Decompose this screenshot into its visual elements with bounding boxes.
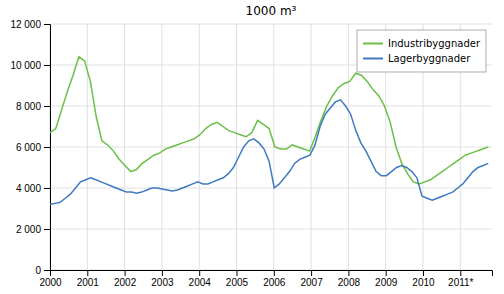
tick: 2007	[300, 270, 323, 288]
tick-label: 2001	[77, 277, 100, 288]
tick-label: 0	[35, 265, 41, 276]
tick: 2010	[412, 270, 435, 288]
tick-label: 2008	[338, 277, 361, 288]
tick-label: 2010	[412, 277, 435, 288]
plot: 2000 2001 2002 2003 2004 2005 2006 2007 2008 2009…	[10, 19, 492, 288]
tick-mark	[87, 270, 88, 276]
tick-label: 2000	[39, 277, 62, 288]
tick-mark	[460, 270, 461, 276]
tick: 2005	[226, 270, 249, 288]
tick-mark	[44, 65, 50, 66]
tick: 2004	[189, 270, 212, 288]
legend-swatch	[363, 43, 383, 45]
x-axis: 2000 2001 2002 2003 2004 2005 2006 2007 2008 2009…	[39, 270, 492, 288]
tick: 2003	[151, 270, 174, 288]
tick-label: 2004	[189, 277, 212, 288]
tick: 0	[35, 265, 50, 276]
tick: 2000	[39, 270, 62, 288]
tick-mark	[348, 270, 349, 276]
tick-label: 2005	[226, 277, 249, 288]
grid-line-y	[50, 229, 492, 230]
axis-line	[51, 271, 493, 277]
tick-label: 2011*	[448, 277, 474, 288]
tick: 8 000	[16, 101, 50, 112]
tick-label: 4 000	[16, 183, 41, 194]
tick-label: 12 000	[10, 19, 41, 30]
tick-mark	[162, 270, 163, 276]
tick-mark	[236, 270, 237, 276]
tick: 6 000	[16, 142, 50, 153]
legend-label: Industribyggnader	[388, 38, 481, 49]
tick: 12 000	[10, 19, 50, 30]
tick-label: 2007	[300, 277, 323, 288]
series-line	[50, 100, 488, 205]
tick-label: 2006	[263, 277, 286, 288]
tick-mark	[423, 270, 424, 276]
legend-swatch	[363, 58, 383, 60]
grid	[50, 24, 492, 270]
tick: 2008	[338, 270, 361, 288]
tick-mark	[274, 270, 275, 276]
grid-line-y	[50, 24, 492, 25]
legend: Industribyggnader Lagerbyggnader	[357, 30, 486, 72]
chart: 2000 2001 2002 2003 2004 2005 2006 2007 2008 2009…	[0, 0, 504, 294]
tick: 2009	[375, 270, 398, 288]
tick-label: 2 000	[16, 224, 41, 235]
legend-label: Lagerbyggnader	[388, 53, 471, 64]
tick: 2002	[114, 270, 137, 288]
tick-mark	[44, 270, 50, 271]
tick: 4 000	[16, 183, 50, 194]
grid-line-y	[50, 106, 492, 107]
tick-mark	[44, 147, 50, 148]
tick-mark	[199, 270, 200, 276]
tick: 2 000	[16, 224, 50, 235]
tick-label: 2002	[114, 277, 137, 288]
tick-mark	[44, 106, 50, 107]
tick-mark	[386, 270, 387, 276]
tick: 2001	[77, 270, 100, 288]
grid-line-y	[50, 147, 492, 148]
tick-label: 10 000	[10, 60, 41, 71]
tick-mark	[44, 24, 50, 25]
tick-mark	[125, 270, 126, 276]
tick-label: 2009	[375, 277, 398, 288]
axis-line	[44, 25, 51, 271]
tick-mark	[44, 229, 50, 230]
tick-mark	[311, 270, 312, 276]
y-axis: 0 2 000 4 000 6 000 8 000 10 000 12 000	[10, 19, 50, 276]
legend-frame	[357, 30, 486, 72]
tick-label: 2003	[151, 277, 174, 288]
tick-mark	[44, 188, 50, 189]
tick: 2011*	[448, 270, 474, 288]
tick: 2006	[263, 270, 286, 288]
tick: 10 000	[10, 60, 50, 71]
title: 1000 m³	[246, 4, 297, 18]
lines	[50, 57, 488, 205]
tick-label: 8 000	[16, 101, 41, 112]
tick-label: 6 000	[16, 142, 41, 153]
